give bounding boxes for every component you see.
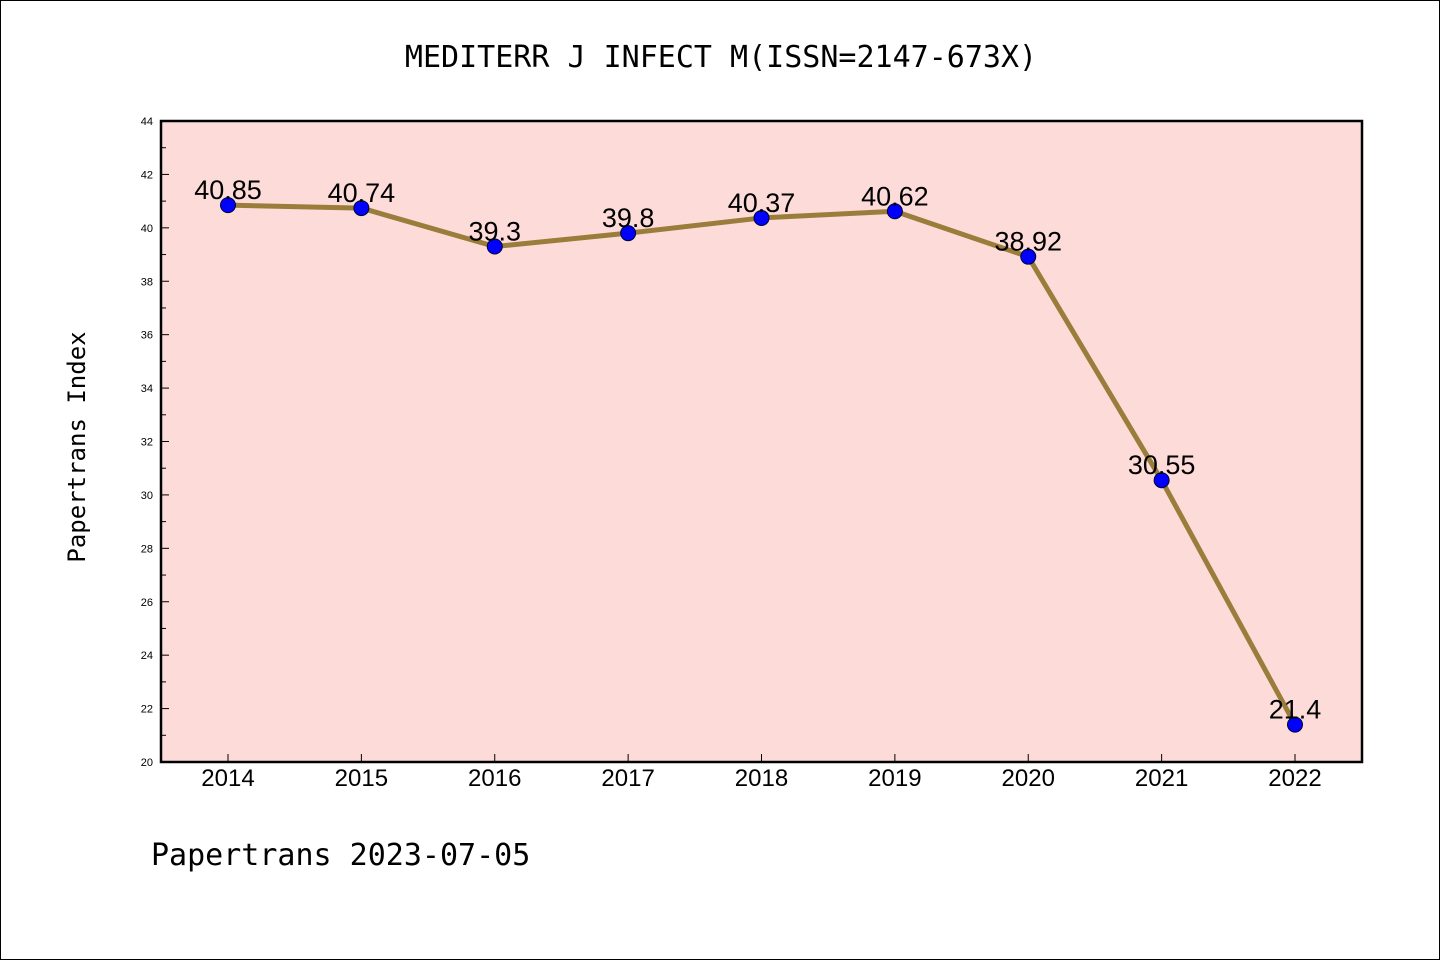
y-tick-label: 34 [141,383,153,395]
x-tick-label: 2014 [201,765,254,792]
data-label: 40.74 [328,178,396,208]
data-label: 40.37 [728,188,796,218]
data-label: 30.55 [1128,450,1196,480]
y-tick-label: 32 [141,437,153,449]
y-tick-label: 30 [141,490,153,502]
x-tick-label: 2020 [1002,765,1055,792]
y-tick-label: 22 [141,704,153,716]
x-tick-label: 2016 [468,765,521,792]
y-tick-label: 44 [141,116,153,128]
y-tick-label: 24 [141,650,153,662]
x-tick-label: 2019 [868,765,921,792]
y-tick-label: 36 [141,330,153,342]
y-tick-label: 40 [141,223,153,235]
y-axis: 20 22 24 26 28 30 32 34 36 38 40 42 44 [141,116,169,769]
x-tick-label: 2022 [1268,765,1321,792]
x-tick-label: 2018 [735,765,788,792]
data-point [1020,248,1037,265]
plot-area [161,121,1362,762]
data-point [620,225,637,242]
data-markers [220,197,1303,733]
data-label: 39.8 [602,203,655,233]
data-labels: 40.85 40.74 39.3 39.8 40.37 40.62 38.92 30.55 21… [194,175,1321,724]
y-axis-label: Papertrans Index [63,331,91,562]
data-label: 38.92 [994,227,1062,257]
data-point [220,197,236,214]
x-tick-label: 2017 [601,765,654,792]
data-point [1287,716,1303,733]
data-point [353,200,370,217]
data-point [1153,472,1170,489]
data-point [886,203,903,220]
data-point [486,238,503,255]
y-tick-label: 28 [141,543,153,555]
data-label: 40.62 [861,181,929,211]
x-tick-label: 2015 [335,765,388,792]
x-tick-label: 2021 [1135,765,1188,792]
data-point [753,209,770,226]
plot-frame [159,119,1364,764]
data-label: 39.3 [468,217,521,247]
x-axis: 2014 2015 2016 2017 2018 2019 2020 2021 2022 [201,754,1322,792]
chart-title: MEDITERR J INFECT M(ISSN=2147-673X) [405,40,1037,75]
data-label: 40.85 [194,175,262,205]
y-tick-label: 26 [141,597,153,609]
y-tick-label: 38 [141,276,153,288]
footer-date-stamp: Papertrans 2023-07-05 [151,838,530,873]
y-tick-label: 20 [141,757,153,769]
data-label: 21.4 [1269,695,1322,725]
y-tick-label: 42 [141,169,153,181]
